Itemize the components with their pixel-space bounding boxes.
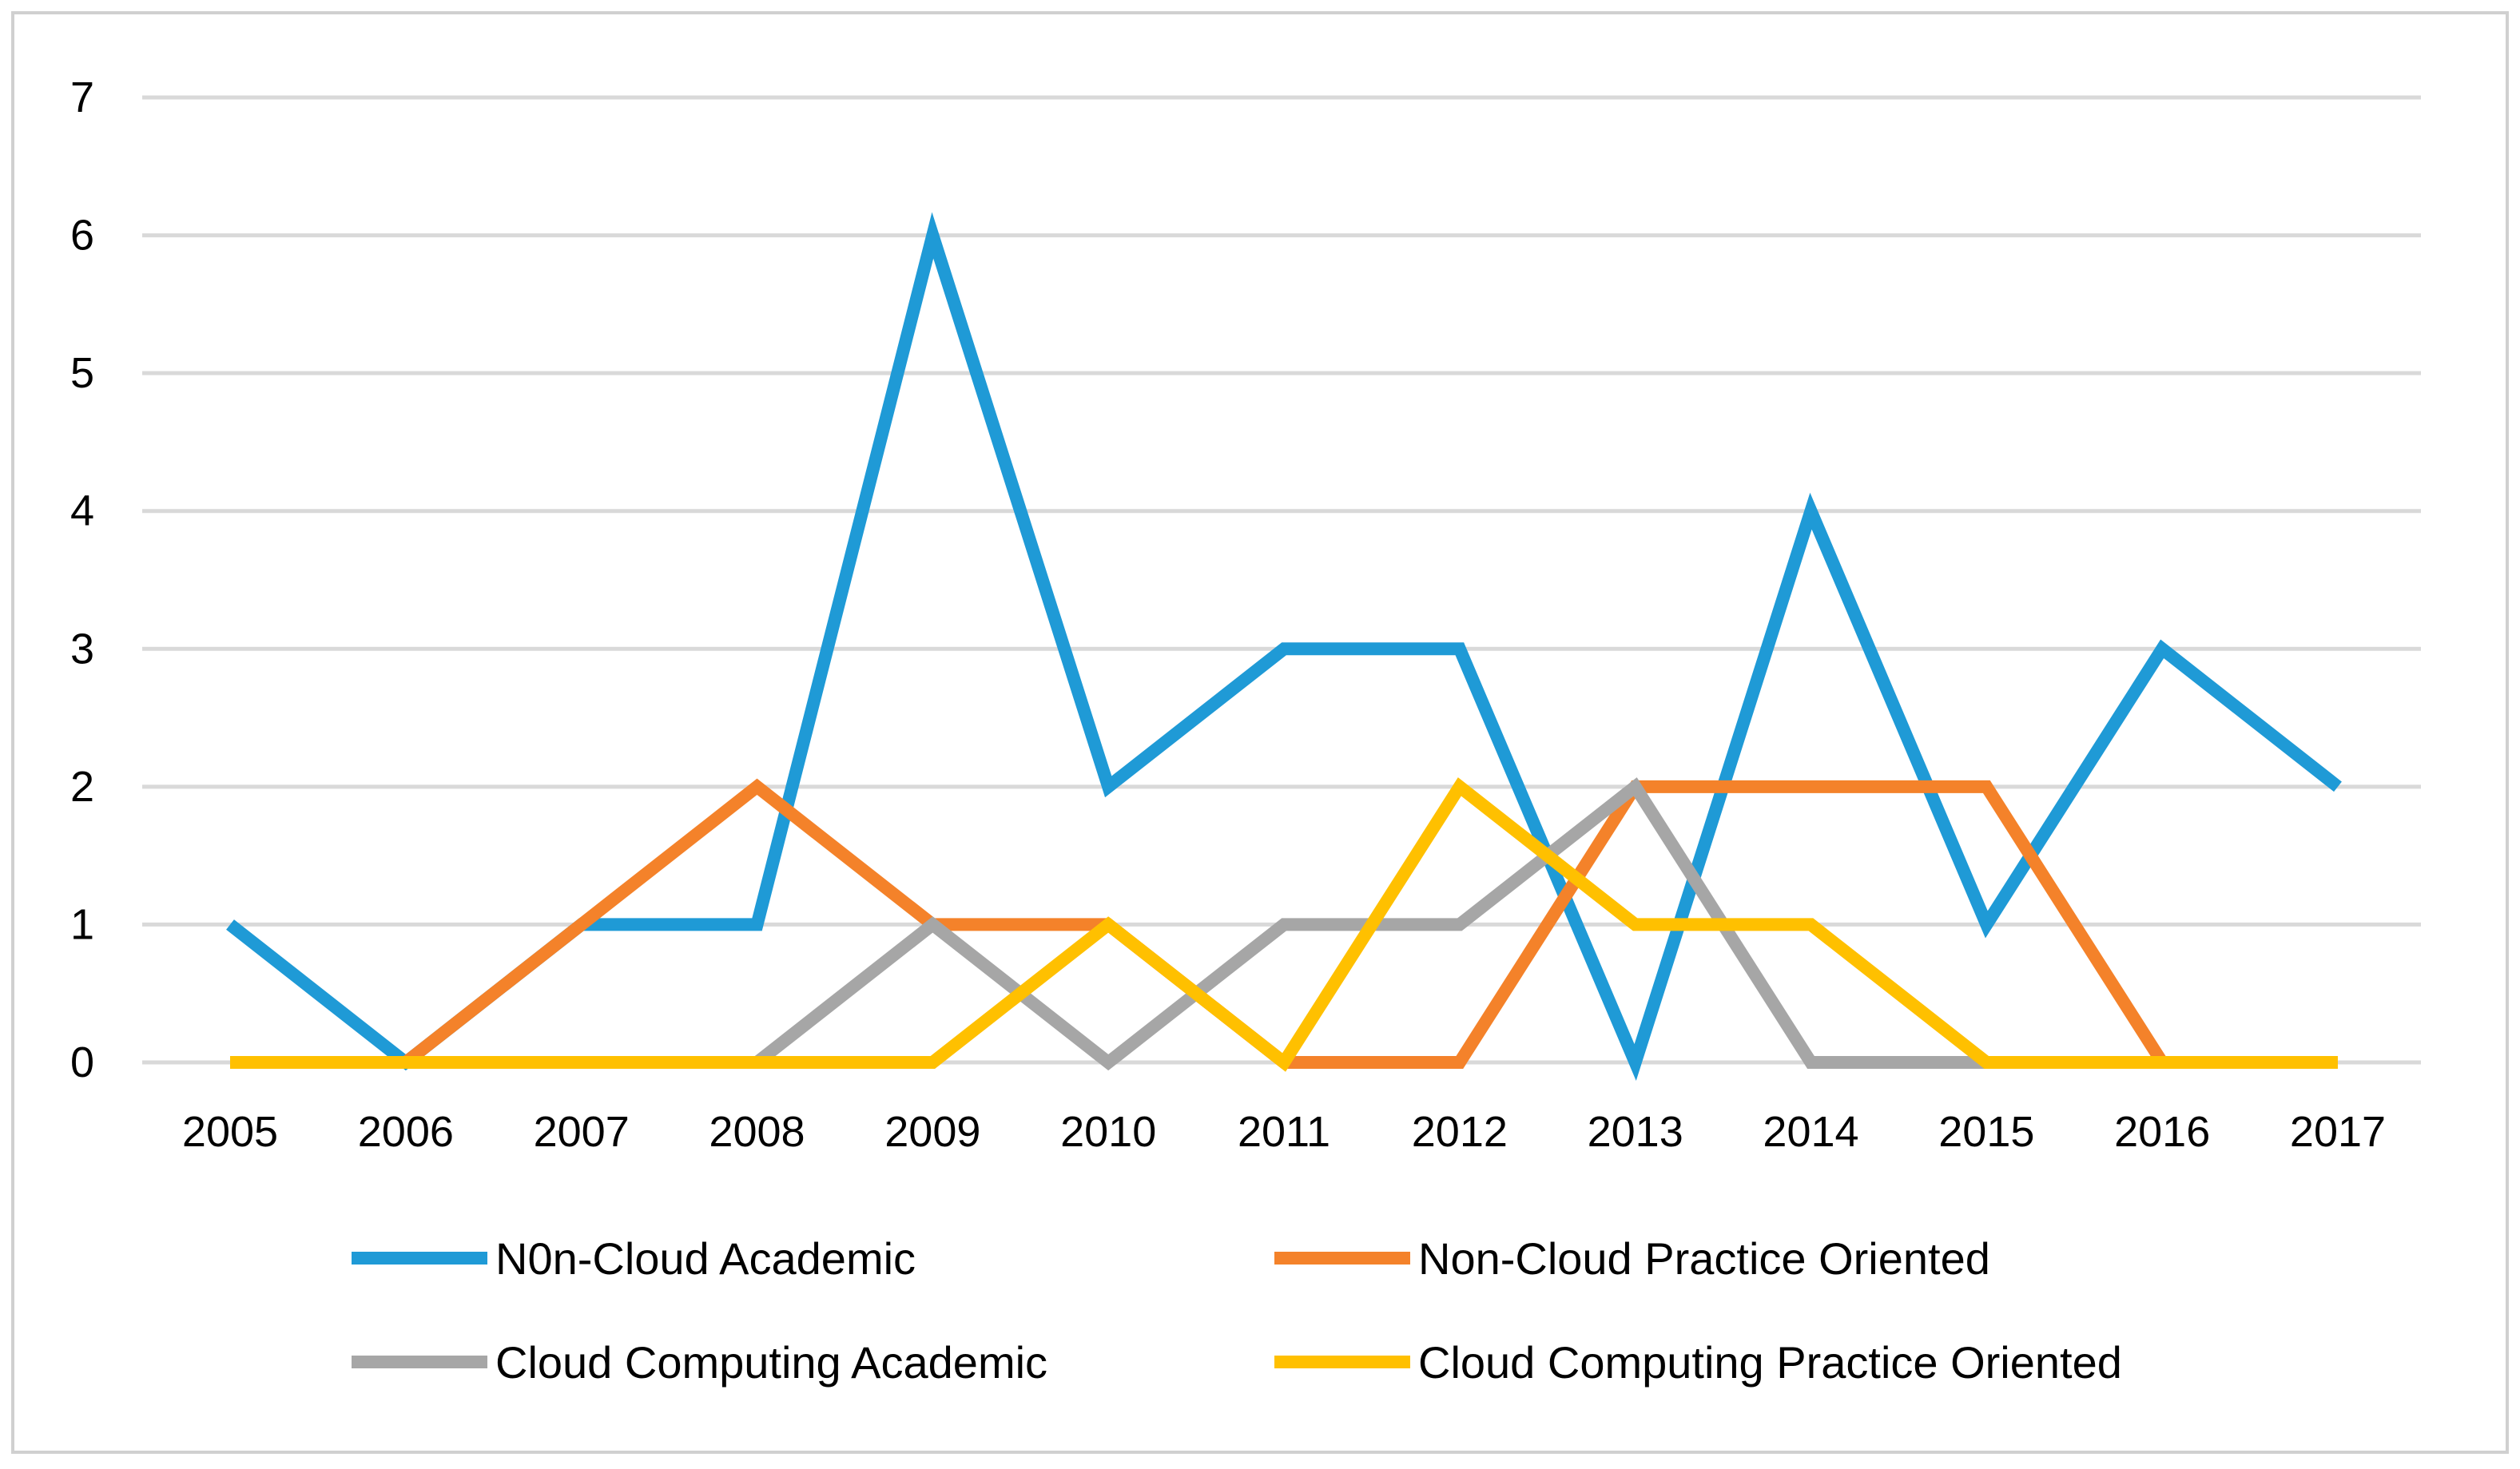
- chart-border: [11, 11, 2509, 1454]
- y-tick-label: 2: [70, 763, 94, 811]
- legend-label-cloud-computing-academic: Cloud Computing Academic: [495, 1337, 1047, 1388]
- x-tick-label: 2010: [1060, 1108, 1156, 1156]
- series-lines: [226, 212, 2342, 1081]
- x-tick-label: 2015: [1938, 1108, 2034, 1156]
- legend: N0n-Cloud Academic Non-Cloud Practice Ori…: [352, 1233, 2122, 1388]
- y-tick-label: 3: [70, 625, 94, 673]
- y-tick-label: 0: [70, 1038, 94, 1086]
- x-tick-label: 2013: [1588, 1108, 1683, 1156]
- x-tick-label: 2011: [1238, 1108, 1330, 1156]
- x-tick-label: 2009: [884, 1108, 980, 1156]
- x-tick-label: 2006: [358, 1108, 454, 1156]
- x-tick-label: 2017: [2290, 1108, 2386, 1156]
- x-tick-label: 2012: [1412, 1108, 1508, 1156]
- x-tick-label: 2005: [182, 1108, 278, 1156]
- y-axis-ticks: 0 1 2 3 4 5 6 7: [70, 73, 94, 1086]
- legend-label-non-cloud-practice-oriented: Non-Cloud Practice Oriented: [1418, 1233, 1990, 1284]
- legend-label-cloud-computing-practice-oriented: Cloud Computing Practice Oriented: [1418, 1337, 2122, 1388]
- y-tick-label: 6: [70, 212, 94, 260]
- series-line-cloud-computing-practice-oriented: [230, 777, 2338, 1072]
- y-tick-label: 7: [70, 73, 94, 121]
- x-axis-ticks: 2005 2006 2007 2008 2009 2010 2011 2012 2013 2014…: [182, 1108, 2386, 1156]
- y-tick-label: 5: [70, 349, 94, 397]
- y-tick-label: 4: [70, 487, 94, 535]
- gridlines: [142, 95, 2421, 1065]
- legend-label-n0n-cloud-academic: N0n-Cloud Academic: [495, 1233, 916, 1284]
- x-tick-label: 2008: [709, 1108, 805, 1156]
- x-tick-label: 2007: [534, 1108, 630, 1156]
- x-tick-label: 2016: [2114, 1108, 2210, 1156]
- x-tick-label: 2014: [1763, 1108, 1858, 1156]
- y-tick-label: 1: [70, 900, 94, 948]
